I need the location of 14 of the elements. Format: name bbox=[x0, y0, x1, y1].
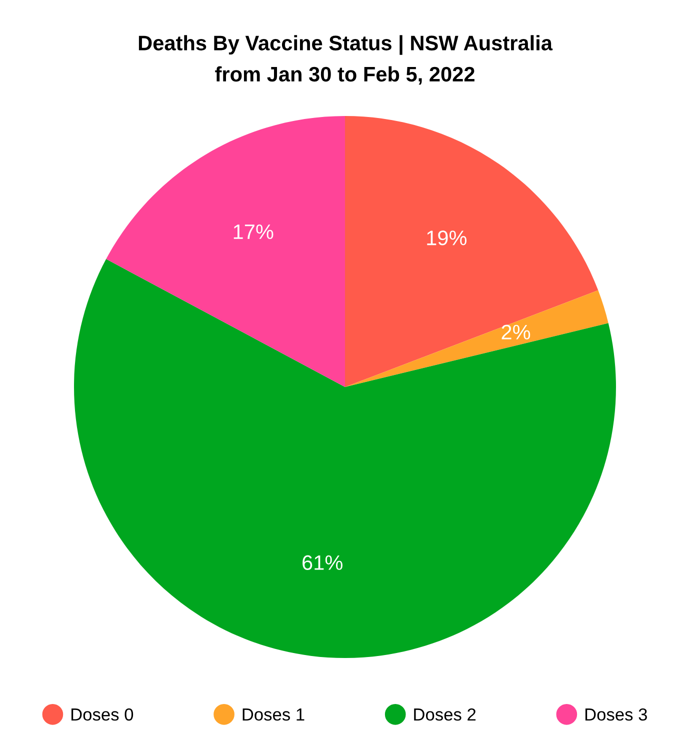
chart-title: Deaths By Vaccine Status | NSW Australia bbox=[138, 35, 553, 55]
legend-label: Doses 0 bbox=[71, 708, 134, 721]
legend-label: Doses 2 bbox=[414, 708, 476, 721]
legend-label: Doses 1 bbox=[242, 708, 304, 721]
data-label: 17% bbox=[234, 224, 274, 240]
data-label: 2% bbox=[502, 324, 530, 340]
pie-slice bbox=[106, 116, 345, 387]
pie-slice bbox=[74, 259, 616, 658]
pie-slice bbox=[345, 116, 598, 387]
chart-subtitle: from Jan 30 to Feb 5, 2022 bbox=[215, 66, 474, 85]
data-label: 19% bbox=[427, 230, 467, 246]
legend-label: Doses 3 bbox=[585, 708, 647, 721]
data-label: 61% bbox=[302, 555, 342, 570]
pie-slice bbox=[345, 290, 608, 387]
